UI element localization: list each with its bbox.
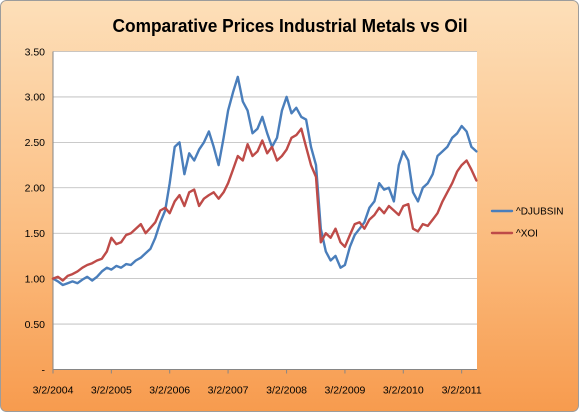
x-tick-label: 3/2/2006 bbox=[149, 385, 190, 397]
x-tick-label: 3/2/2010 bbox=[383, 385, 424, 397]
plot-series bbox=[51, 75, 478, 287]
y-tick-label: 2.00 bbox=[25, 183, 46, 195]
y-tick-label: 1.50 bbox=[25, 228, 46, 240]
series-line-xoi bbox=[51, 127, 478, 282]
legend-label: ^DJUBSIN bbox=[516, 207, 563, 218]
x-tick-label: 3/2/2007 bbox=[208, 385, 249, 397]
y-tick-labels: - 0.50 1.00 1.50 2.00 2.50 3.00 3.50 bbox=[25, 46, 46, 376]
x-tick-labels: 3/2/2004 3/2/2005 3/2/2006 3/2/2007 3/2/2008… bbox=[33, 385, 482, 397]
legend-entry-xoi: ^XOI bbox=[490, 229, 538, 240]
y-tick-label: 0.50 bbox=[25, 319, 46, 331]
x-tick-label: 3/2/2011 bbox=[442, 385, 482, 397]
gridlines bbox=[53, 51, 477, 325]
y-tick-label: - bbox=[42, 364, 46, 376]
legend-entry-djubsin: ^DJUBSIN bbox=[490, 207, 563, 218]
y-tick-label: 2.50 bbox=[25, 137, 46, 149]
series-line-djubsin bbox=[51, 75, 478, 287]
y-tick-label: 3.00 bbox=[25, 92, 46, 104]
y-tick-label: 1.00 bbox=[25, 273, 46, 285]
x-tick-label: 3/2/2008 bbox=[266, 385, 307, 397]
plot-area bbox=[53, 51, 477, 370]
x-tick-label: 3/2/2004 bbox=[33, 385, 74, 397]
chart-title: Comparative Prices Industrial Metals vs … bbox=[113, 16, 468, 36]
legend: ^DJUBSIN ^XOI bbox=[490, 207, 563, 240]
x-tick-label: 3/2/2005 bbox=[91, 385, 132, 397]
y-tick-label: 3.50 bbox=[25, 46, 46, 58]
x-tick-label: 3/2/2009 bbox=[325, 385, 366, 397]
x-axis-ticks bbox=[52, 369, 463, 374]
legend-label: ^XOI bbox=[516, 229, 538, 240]
